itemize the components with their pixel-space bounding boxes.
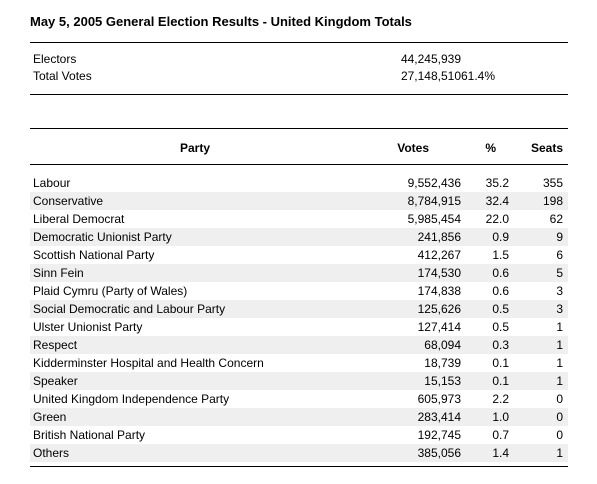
party-name: Respect <box>33 338 78 352</box>
party-seats: 1 <box>556 320 563 334</box>
party-percent: 1.5 <box>492 248 509 262</box>
party-seats: 62 <box>549 212 563 226</box>
party-percent: 0.6 <box>492 284 509 298</box>
party-percent: 0.7 <box>492 428 509 442</box>
party-seats: 1 <box>556 338 563 352</box>
party-votes: 9,552,436 <box>407 176 461 190</box>
party-votes: 127,414 <box>417 320 461 334</box>
table-row: Respect 68,094 0.3 1 <box>30 336 568 354</box>
results-table: Labour 9,552,436 35.2 355 Conservative 8,784… <box>30 174 568 462</box>
party-name: Sinn Fein <box>33 266 84 280</box>
table-row: Kidderminster Hospital and Health Concer… <box>30 354 568 372</box>
summary-votes-row: Total Votes 27,148,510 61.4% <box>33 68 568 85</box>
party-name: Green <box>33 410 67 424</box>
party-name: Kidderminster Hospital and Health Concer… <box>33 356 264 370</box>
table-header: Party Votes % Seats <box>30 138 568 158</box>
divider <box>30 466 568 467</box>
party-percent: 32.4 <box>485 194 509 208</box>
table-row: Others 385,056 1.4 1 <box>30 444 568 462</box>
table-row: Sinn Fein 174,530 0.6 5 <box>30 264 568 282</box>
table-row: Speaker 15,153 0.1 1 <box>30 372 568 390</box>
party-votes: 283,414 <box>417 410 461 424</box>
party-percent: 22.0 <box>485 212 509 226</box>
total-votes-label: Total Votes <box>33 69 92 83</box>
table-row: Conservative 8,784,915 32.4 198 <box>30 192 568 210</box>
party-percent: 0.5 <box>492 320 509 334</box>
electors-value: 44,245,939 <box>400 52 461 66</box>
turnout-percent: 61.4% <box>461 69 496 83</box>
party-votes: 125,626 <box>417 302 461 316</box>
party-seats: 3 <box>556 284 563 298</box>
party-seats: 1 <box>556 356 563 370</box>
table-row: Labour 9,552,436 35.2 355 <box>30 174 568 192</box>
party-name: Labour <box>33 176 71 190</box>
header-pct: % <box>485 141 496 155</box>
party-percent: 0.1 <box>492 356 509 370</box>
party-name: Ulster Unionist Party <box>33 320 143 334</box>
header-votes: Votes <box>397 141 429 155</box>
table-row: Scottish National Party 412,267 1.5 6 <box>30 246 568 264</box>
party-name: British National Party <box>33 428 146 442</box>
party-percent: 2.2 <box>492 392 509 406</box>
table-row: Democratic Unionist Party 241,856 0.9 9 <box>30 228 568 246</box>
table-row: Ulster Unionist Party 127,414 0.5 1 <box>30 318 568 336</box>
total-votes-value: 27,148,510 <box>400 69 461 83</box>
electors-label: Electors <box>33 52 77 66</box>
party-seats: 5 <box>556 266 563 280</box>
party-votes: 385,056 <box>417 446 461 460</box>
party-seats: 355 <box>542 176 563 190</box>
party-votes: 174,530 <box>417 266 461 280</box>
divider <box>30 128 568 129</box>
party-name: United Kingdom Independence Party <box>33 392 230 406</box>
party-votes: 68,094 <box>424 338 461 352</box>
party-seats: 0 <box>556 428 563 442</box>
party-percent: 0.9 <box>492 230 509 244</box>
party-seats: 1 <box>556 374 563 388</box>
party-name: Liberal Democrat <box>33 212 125 226</box>
party-seats: 9 <box>556 230 563 244</box>
summary-electors-row: Electors 44,245,939 <box>33 51 568 68</box>
divider <box>30 94 568 95</box>
table-row: Green 283,414 1.0 0 <box>30 408 568 426</box>
page-title: May 5, 2005 General Election Results - U… <box>30 14 412 29</box>
party-votes: 412,267 <box>417 248 461 262</box>
party-name: Conservative <box>33 194 104 208</box>
party-seats: 0 <box>556 392 563 406</box>
party-votes: 192,745 <box>417 428 461 442</box>
party-votes: 605,973 <box>417 392 461 406</box>
party-percent: 0.1 <box>492 374 509 388</box>
party-name: Social Democratic and Labour Party <box>33 302 226 316</box>
table-row: Social Democratic and Labour Party 125,62… <box>30 300 568 318</box>
party-seats: 0 <box>556 410 563 424</box>
party-votes: 5,985,454 <box>407 212 461 226</box>
party-seats: 1 <box>556 446 563 460</box>
party-votes: 18,739 <box>424 356 461 370</box>
party-name: Scottish National Party <box>33 248 155 262</box>
divider <box>30 164 568 165</box>
party-percent: 1.4 <box>492 446 509 460</box>
table-row: United Kingdom Independence Party 605,973… <box>30 390 568 408</box>
header-seats: Seats <box>530 141 563 155</box>
party-percent: 0.3 <box>492 338 509 352</box>
party-percent: 35.2 <box>485 176 509 190</box>
party-seats: 3 <box>556 302 563 316</box>
party-percent: 0.5 <box>492 302 509 316</box>
party-percent: 1.0 <box>492 410 509 424</box>
party-seats: 6 <box>556 248 563 262</box>
party-seats: 198 <box>542 194 563 208</box>
party-votes: 8,784,915 <box>407 194 461 208</box>
party-name: Speaker <box>33 374 78 388</box>
divider <box>30 42 568 43</box>
party-votes: 174,838 <box>417 284 461 298</box>
table-row: Plaid Cymru (Party of Wales) 174,838 0.6 3 <box>30 282 568 300</box>
party-votes: 15,153 <box>424 374 461 388</box>
party-percent: 0.6 <box>492 266 509 280</box>
party-votes: 241,856 <box>417 230 461 244</box>
table-row: British National Party 192,745 0.7 0 <box>30 426 568 444</box>
header-party: Party <box>179 141 211 155</box>
table-row: Liberal Democrat 5,985,454 22.0 62 <box>30 210 568 228</box>
party-name: Democratic Unionist Party <box>33 230 172 244</box>
party-name: Others <box>33 446 70 460</box>
party-name: Plaid Cymru (Party of Wales) <box>33 284 188 298</box>
